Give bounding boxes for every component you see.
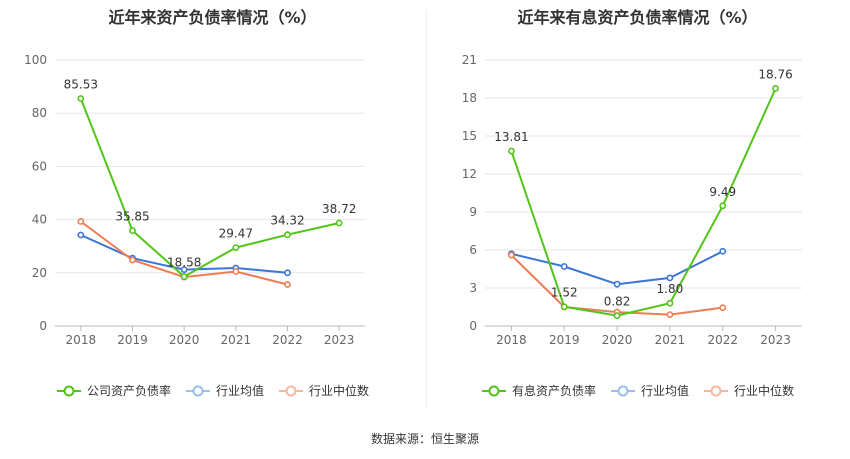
data-label: 35.85 bbox=[115, 210, 149, 224]
y-tick-label: 12 bbox=[462, 167, 477, 181]
x-tick-label: 2019 bbox=[549, 333, 580, 347]
data-label: 85.53 bbox=[64, 77, 98, 91]
data-point bbox=[284, 269, 291, 277]
data-point bbox=[129, 256, 136, 264]
y-tick-label: 3 bbox=[469, 281, 477, 295]
data-point bbox=[560, 303, 568, 311]
legend-label: 行业均值 bbox=[215, 384, 264, 398]
data-label: 13.81 bbox=[494, 130, 528, 144]
data-point bbox=[335, 219, 343, 227]
data-point bbox=[77, 231, 85, 239]
data-point bbox=[666, 299, 674, 307]
data-label: 1.80 bbox=[657, 282, 684, 296]
y-tick-label: 40 bbox=[32, 213, 47, 227]
debt-ratio-chart: 近年来资产负债率情况（%） 0 20 40 60 80 100 2018 2019 2020 20… bbox=[0, 0, 425, 410]
interest-debt-ratio-plot: 0 3 6 9 12 15 18 21 2018 2019 2020 2021 2022 2023 13.8… bbox=[462, 53, 802, 347]
data-point bbox=[719, 247, 727, 255]
series-line bbox=[510, 87, 777, 317]
legend-label: 有息资产负债率 bbox=[511, 384, 596, 398]
data-point bbox=[719, 304, 727, 312]
x-tick-label: 2018 bbox=[496, 333, 527, 347]
x-tick-label: 2020 bbox=[602, 333, 633, 347]
data-point bbox=[613, 280, 621, 288]
x-tick-label: 2022 bbox=[707, 333, 738, 347]
legend-marker bbox=[185, 385, 210, 396]
data-point bbox=[613, 312, 621, 320]
data-point bbox=[232, 268, 240, 275]
y-tick-label: 0 bbox=[39, 319, 47, 333]
data-label: 1.52 bbox=[551, 286, 578, 300]
x-tick-label: 2022 bbox=[272, 333, 303, 347]
data-point bbox=[560, 263, 568, 270]
data-point bbox=[232, 244, 240, 252]
legend-marker bbox=[56, 385, 81, 396]
y-tick-label: 100 bbox=[24, 53, 47, 67]
legend-label: 行业均值 bbox=[640, 384, 689, 398]
interest-debt-ratio-chart: 近年来有息资产负债率情况（%） 0 3 6 9 12 15 18 21 2018 2019 2020… bbox=[425, 0, 850, 410]
debt-ratio-plot: 0 20 40 60 80 100 2018 2019 2020 2021 2022 2023 85.5… bbox=[24, 53, 365, 347]
data-label: 29.47 bbox=[219, 227, 253, 241]
legend-marker bbox=[610, 385, 635, 396]
data-label: 18.58 bbox=[167, 256, 201, 270]
x-tick-label: 2021 bbox=[655, 333, 686, 347]
legend-item-industry-mean[interactable]: 行业均值 bbox=[610, 382, 689, 399]
series-line bbox=[511, 250, 724, 286]
panel-divider bbox=[426, 10, 427, 408]
legend-item-industry-mean[interactable]: 行业均值 bbox=[185, 382, 264, 399]
legend-label: 行业中位数 bbox=[734, 384, 795, 398]
x-tick-label: 2021 bbox=[221, 333, 252, 347]
data-point bbox=[508, 251, 515, 259]
y-tick-label: 20 bbox=[32, 266, 47, 280]
y-tick-label: 80 bbox=[32, 106, 47, 120]
chart-title: 近年来资产负债率情况（%） bbox=[108, 8, 317, 27]
legend-marker bbox=[704, 385, 728, 396]
legend-label: 公司资产负债率 bbox=[86, 384, 171, 398]
data-label: 34.32 bbox=[270, 214, 304, 228]
x-tick-label: 2020 bbox=[169, 333, 200, 347]
data-point bbox=[77, 218, 85, 225]
legend-label: 行业中位数 bbox=[309, 384, 370, 398]
data-label: 18.76 bbox=[758, 67, 792, 81]
data-label: 9.49 bbox=[709, 185, 736, 199]
y-tick-label: 0 bbox=[469, 319, 477, 333]
data-point bbox=[284, 231, 291, 239]
series-line bbox=[79, 98, 340, 278]
data-point bbox=[180, 273, 188, 280]
data-point bbox=[719, 202, 727, 210]
data-point bbox=[284, 281, 291, 288]
data-point bbox=[77, 95, 85, 102]
data-point bbox=[508, 147, 515, 155]
data-point bbox=[772, 84, 779, 92]
y-tick-label: 15 bbox=[462, 129, 477, 143]
x-tick-label: 2018 bbox=[66, 333, 97, 347]
data-point bbox=[666, 274, 674, 282]
data-label: 38.72 bbox=[322, 202, 356, 216]
data-point bbox=[129, 227, 136, 235]
y-tick-label: 18 bbox=[462, 91, 477, 105]
data-label: 0.82 bbox=[604, 295, 631, 309]
legend-item-company[interactable]: 有息资产负债率 bbox=[481, 382, 596, 399]
legend-marker bbox=[481, 385, 506, 396]
data-point bbox=[666, 311, 674, 318]
data-point bbox=[180, 266, 188, 274]
x-tick-label: 2023 bbox=[324, 333, 355, 347]
x-tick-label: 2023 bbox=[760, 333, 791, 347]
y-tick-label: 21 bbox=[462, 53, 477, 67]
legend-item-industry-median[interactable]: 行业中位数 bbox=[703, 382, 794, 399]
chart-legend: 有息资产负债率 行业均值 行业中位数 bbox=[425, 382, 850, 399]
y-tick-label: 9 bbox=[469, 205, 477, 219]
data-source: 数据来源：恒生聚源 bbox=[370, 432, 479, 446]
chart-title: 近年来有息资产负债率情况（%） bbox=[517, 8, 758, 27]
y-tick-label: 60 bbox=[32, 159, 47, 173]
y-tick-label: 6 bbox=[469, 243, 477, 257]
x-tick-label: 2019 bbox=[117, 333, 148, 347]
legend-item-company[interactable]: 公司资产负债率 bbox=[56, 382, 171, 399]
chart-legend: 公司资产负债率 行业均值 行业中位数 bbox=[0, 382, 425, 399]
legend-marker bbox=[279, 385, 303, 396]
legend-item-industry-median[interactable]: 行业中位数 bbox=[278, 382, 369, 399]
